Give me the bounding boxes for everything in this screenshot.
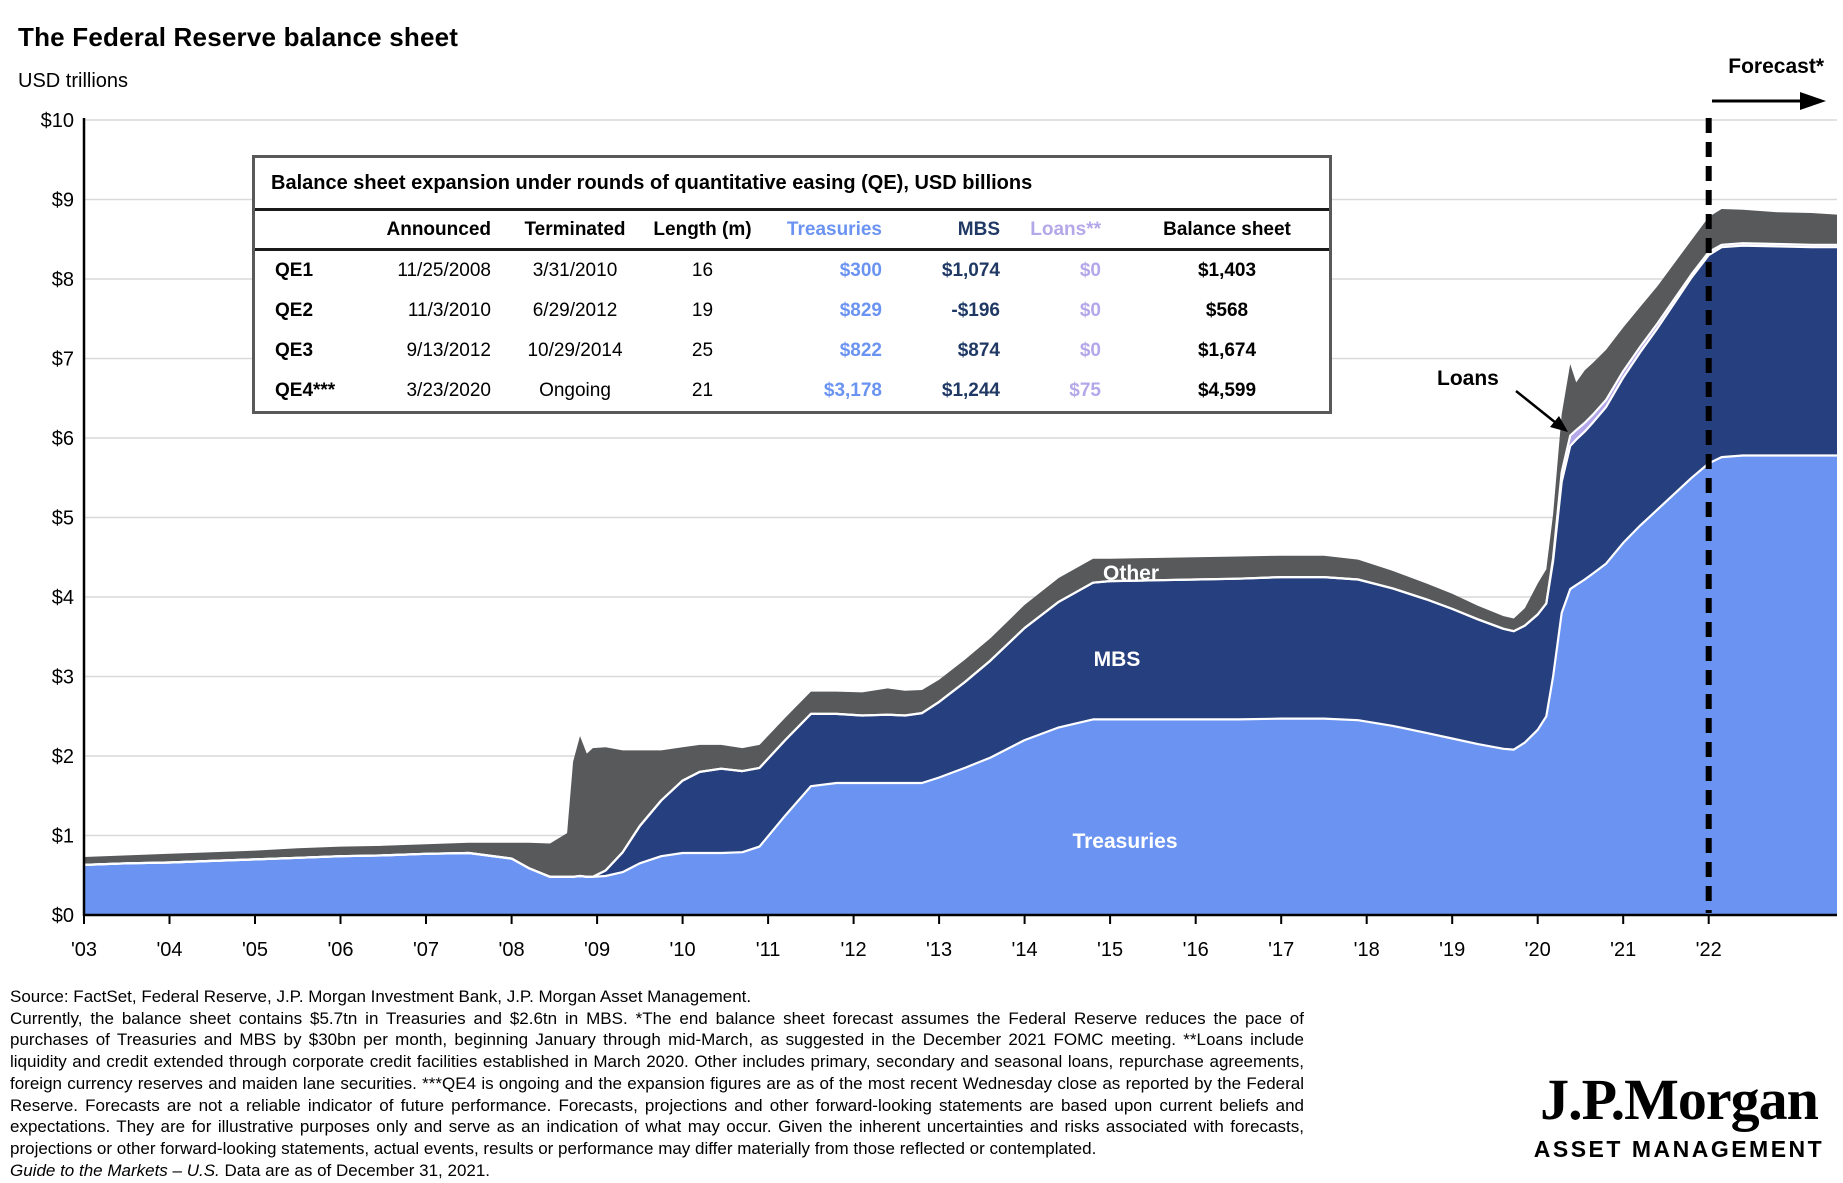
qe-cell: 11/25/2008 [397,260,491,281]
loans-arrow-head [1550,416,1568,432]
x-axis-label: '13 [926,939,952,961]
qe-col-header-balance-sheet: Balance sheet [1125,211,1329,251]
y-axis-label: $4 [52,587,74,609]
qe-cell: $75 [1069,380,1101,401]
qe-cell: -$196 [951,300,1000,321]
qe-cell: $1,244 [941,380,1000,401]
jpmorgan-wordmark: J.P.Morgan [1540,1067,1819,1132]
qe-cell: $874 [957,340,1000,361]
x-axis-label: '05 [242,939,268,961]
y-axis-label: $9 [52,190,74,212]
qe-cell: 21 [691,380,714,401]
disclosure-text: Currently, the balance sheet contains $5… [10,1008,1304,1158]
qe-cell: 9/13/2012 [406,340,491,361]
x-axis-label: '12 [841,939,867,961]
y-axis-label: $7 [52,349,74,371]
qe-row-label: QE2 [275,300,314,321]
x-axis-label: '11 [756,939,781,961]
page-title: The Federal Reserve balance sheet [18,22,459,52]
loans-arrow-line [1515,390,1557,424]
qe-col-header-treasuries: Treasuries [760,211,900,251]
y-axis-label: $10 [41,110,74,132]
qe-cell: $3,178 [823,380,882,401]
x-axis-label: '17 [1268,939,1294,961]
qe-table-grid: Announced Terminated Length (m) Treasuri… [255,211,1329,411]
qe-cell: $1,674 [1197,340,1257,361]
y-axis-label: $5 [52,508,74,530]
x-axis-label: '10 [670,939,696,961]
qe-col-header-mbs: MBS [900,211,1010,251]
qe-col-header-announced: Announced [345,211,505,251]
source-line: Source: FactSet, Federal Reserve, J.P. M… [10,987,752,1006]
qe-cell: 25 [691,340,714,361]
area-treasuries [84,455,1837,915]
jpmorgan-logo: J.P.Morgan ASSET MANAGEMENT [1533,1070,1825,1163]
qe-cell: $1,403 [1197,260,1257,281]
gtm-title: Guide to the Markets – U.S. [10,1160,220,1180]
mbs-area-label: MBS [1093,648,1141,671]
other-area-label: Other [1102,562,1160,585]
qe-cell: $822 [839,340,882,361]
qe-col-header [255,211,345,251]
x-axis-label: '07 [413,939,439,961]
y-axis-label: $8 [52,269,74,291]
x-axis-label: '06 [327,939,353,961]
x-axis-label: '18 [1354,939,1380,961]
qe-row-label: QE1 [275,260,314,281]
qe-cell: 6/29/2012 [532,300,618,321]
qe-cell: 10/29/2014 [527,340,623,361]
treasuries-area-label: Treasuries [1072,830,1178,853]
qe-table: Balance sheet expansion under rounds of … [252,155,1332,414]
forecast-label: Forecast* [1728,55,1824,78]
qe-table-title: Balance sheet expansion under rounds of … [255,158,1329,211]
qe-cell: Ongoing [539,380,611,401]
axis-units-label: USD trillions [18,70,129,92]
x-axis-label: '03 [71,939,97,961]
qe-cell: $1,074 [941,260,1000,281]
x-axis-label: '14 [1012,939,1038,961]
y-axis-label: $0 [52,905,74,927]
asset-management-label: ASSET MANAGEMENT [1533,1136,1825,1162]
qe-cell: $4,599 [1197,380,1257,401]
qe-row-label: QE4*** [275,380,336,401]
x-axis-label: '04 [156,939,182,961]
qe-cell: 3/23/2020 [406,380,491,401]
qe-cell: 16 [691,260,714,281]
qe-col-header-terminated: Terminated [505,211,645,251]
boundary-loans [83,242,1837,878]
x-axis-label: '08 [499,939,525,961]
qe-col-header-loans: Loans** [1010,211,1125,251]
fed-balance-sheet-area-chart: '03 '04 '05 '06 '07 '08 '09 '10 '11 '12 '13 '14 '15 '… [41,92,1837,961]
gtm-line: Guide to the Markets – U.S. Data are as … [10,1160,1304,1182]
qe-cell: $0 [1079,340,1101,361]
x-axis-label: '16 [1183,939,1209,961]
forecast-arrow-head [1800,92,1826,110]
x-axis-label: '20 [1525,939,1551,961]
qe-cell: $829 [839,300,882,321]
qe-row-label: QE3 [275,340,314,361]
qe-cell: $300 [839,260,882,281]
qe-cell: $568 [1205,300,1249,321]
qe-cell: $0 [1079,300,1101,321]
qe-cell: 19 [691,300,714,321]
y-axis-label: $1 [52,826,74,848]
y-axis-label: $3 [52,667,74,689]
x-axis-label: '22 [1696,939,1722,961]
data-asof: Data are as of December 31, 2021. [219,1160,491,1180]
y-axis-label: $2 [52,746,74,768]
x-axis-label: '21 [1610,939,1636,961]
y-axis-label: $6 [52,428,74,450]
area-mbs [84,245,1837,877]
x-axis-label: '15 [1097,939,1123,961]
loans-annotation-label: Loans [1437,367,1499,390]
qe-cell: 11/3/2010 [407,300,491,321]
footnotes-block: Source: FactSet, Federal Reserve, J.P. M… [10,986,1304,1181]
qe-cell: 3/31/2010 [532,260,618,281]
qe-col-header-length: Length (m) [645,211,760,251]
qe-cell: $0 [1079,260,1101,281]
x-axis-label: '09 [584,939,610,961]
x-axis-label: '19 [1439,939,1465,961]
